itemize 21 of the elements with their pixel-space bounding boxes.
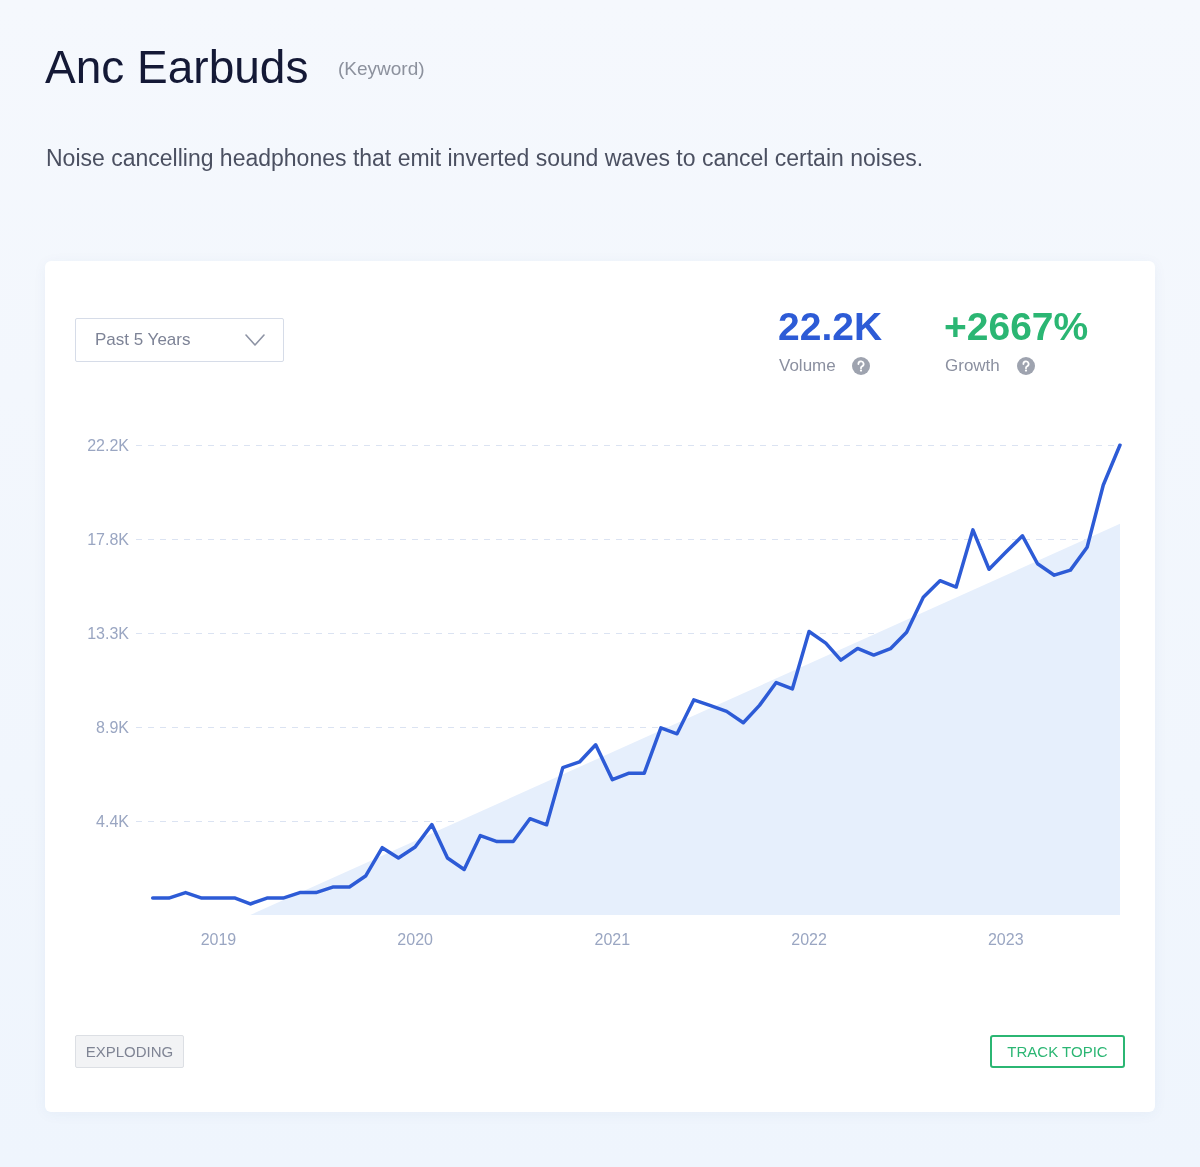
y-tick-label: 13.3K xyxy=(87,624,130,642)
badge: EXPLODING xyxy=(75,1035,184,1068)
dropdown: Past 5 Years xyxy=(75,318,284,362)
x-tick-label: 2021 xyxy=(594,930,631,948)
x-tick-label: 2022 xyxy=(791,930,827,948)
x-tick-label: 2020 xyxy=(397,930,434,948)
y-tick-label: 8.9K xyxy=(96,718,130,736)
button: TRACK TOPIC xyxy=(990,1035,1125,1068)
text: (Keyword) xyxy=(338,58,425,80)
y-tick-label: 4.4K xyxy=(96,812,130,830)
line-series xyxy=(150,443,1122,906)
x-tick-label: 2023 xyxy=(987,930,1024,948)
text: Volume xyxy=(779,356,836,375)
y-tick-label: 22.2K xyxy=(87,436,130,454)
chart-title: Anc Earbuds xyxy=(45,40,309,94)
text: Growth xyxy=(945,356,1000,375)
text: +2667% xyxy=(944,305,1089,349)
y-tick-label: 17.8K xyxy=(87,530,130,548)
text: 22.2K xyxy=(778,305,883,349)
x-tick-label: 2019 xyxy=(200,930,237,948)
chart-subtitle: Noise cancelling headphones that emit inverted sound waves to cancel certain noises. xyxy=(46,144,924,172)
